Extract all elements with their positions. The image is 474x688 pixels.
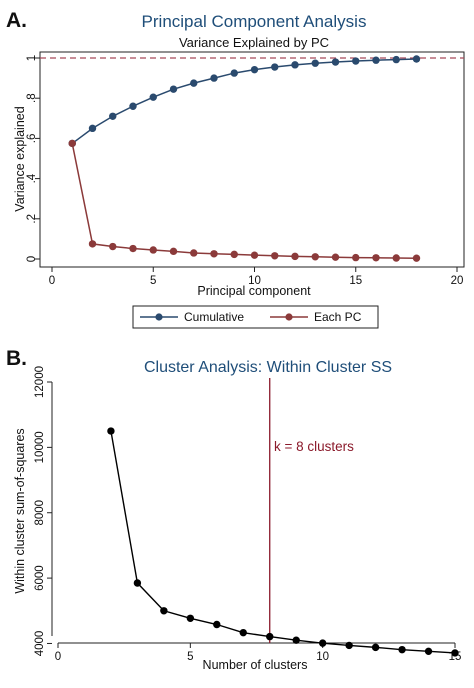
pca-x-tick-label: 20: [451, 275, 464, 287]
pca-chart-title: Principal Component Analysis: [142, 12, 367, 31]
pca-point-cumulative: [352, 57, 360, 65]
pca-point-cumulative: [331, 58, 340, 66]
pca-point-each-pc: [129, 244, 137, 253]
cluster-wss-point: [133, 579, 142, 587]
cluster-wss-point: [345, 641, 353, 650]
cluster-wss-point: [451, 649, 459, 657]
pca-point-cumulative: [311, 59, 319, 67]
pca-point-each-pc: [210, 250, 218, 258]
pca-point-each-pc: [271, 252, 279, 260]
pca-point-cumulative: [149, 93, 157, 101]
pca-point-each-pc: [88, 240, 97, 248]
legend-swatch-marker-cumulative: [155, 313, 163, 321]
pca-point-each-pc: [250, 251, 259, 259]
cluster-wss-line: [110, 430, 456, 654]
pca-y-tick-label: .2: [26, 214, 38, 224]
pca-y-tick-label: .4: [26, 173, 38, 183]
pca-point-each-pc: [68, 139, 76, 148]
pca-legend: Cumulative Each PC: [132, 305, 379, 329]
pca-point-cumulative: [271, 63, 279, 71]
pca-x-tick-label: 10: [248, 275, 261, 287]
cluster-y-tick-label: 10000: [34, 431, 46, 463]
cluster-k-annotation: k = 8 clusters: [274, 439, 354, 454]
pca-point-cumulative: [250, 65, 259, 74]
pca-point-each-pc: [311, 253, 319, 261]
pca-y-tick-label: .8: [26, 93, 38, 103]
pca-legend-box: [132, 305, 379, 329]
panel-a-pca-chart: A. Principal Component Analysis Variance…: [6, 9, 465, 329]
pca-point-cumulative: [372, 56, 380, 64]
panel-b-cluster-chart: B. Cluster Analysis: Within Cluster SS 4…: [6, 347, 461, 672]
pca-point-each-pc: [291, 252, 299, 261]
cluster-wss-point: [398, 645, 406, 654]
cluster-x-axis-label: Number of clusters: [203, 658, 308, 672]
pca-point-cumulative: [291, 61, 299, 69]
pca-point-cumulative: [210, 74, 218, 82]
pca-point-each-pc: [230, 250, 238, 259]
cluster-y-tick-label: 12000: [34, 366, 46, 398]
pca-point-cumulative: [230, 69, 238, 77]
cluster-wss-point: [292, 636, 300, 644]
pca-point-each-pc: [392, 254, 400, 262]
pca-point-cumulative: [88, 124, 97, 133]
cluster-x-tick-label: 10: [316, 651, 329, 663]
pca-point-each-pc: [372, 254, 380, 262]
cluster-wss-point: [213, 620, 221, 629]
pca-point-each-pc: [331, 253, 340, 261]
cluster-wss-point: [318, 639, 327, 647]
pca-y-tick-label: 0: [26, 256, 38, 262]
cluster-wss-point: [186, 614, 195, 622]
pca-plot-frame: [39, 51, 465, 268]
cluster-y-axis-label: Within cluster sum-of-squares: [13, 428, 27, 593]
cluster-x-tick-label: 0: [55, 651, 61, 663]
panel-a-letter: A.: [6, 9, 27, 32]
pca-point-cumulative: [190, 79, 198, 87]
panel-b-letter: B.: [6, 347, 27, 370]
pca-x-tick-label: 15: [349, 275, 362, 287]
cluster-wss-point: [371, 643, 380, 652]
cluster-wss-point: [107, 427, 115, 435]
cluster-wss-point: [160, 607, 168, 615]
cluster-series-points: [107, 427, 459, 657]
pca-x-tick-label: 0: [49, 275, 55, 287]
cluster-y-tick-label: 4000: [34, 631, 46, 657]
cluster-wss-point: [424, 647, 433, 656]
cluster-wss-point: [239, 628, 247, 637]
pca-point-cumulative: [109, 112, 117, 120]
pca-y-axis-label: Variance explained: [13, 106, 27, 211]
cluster-chart-title: Cluster Analysis: Within Cluster SS: [144, 359, 392, 376]
pca-point-each-pc: [169, 247, 178, 256]
pca-point-each-pc: [149, 246, 157, 254]
pca-point-cumulative: [412, 55, 421, 63]
cluster-wss-point: [266, 632, 274, 641]
cluster-y-tick-label: 6000: [34, 565, 46, 591]
pca-chart-subtitle: Variance Explained by PC: [179, 35, 329, 50]
pca-y-tick-label: 1: [26, 55, 38, 61]
pca-x-tick-label: 5: [150, 275, 156, 287]
legend-label-cumulative: Cumulative: [184, 310, 244, 324]
pca-x-axis-label: Principal component: [197, 284, 311, 298]
cluster-series-line: [110, 430, 456, 654]
pca-point-each-pc: [412, 254, 421, 262]
pca-point-cumulative: [129, 102, 137, 110]
pca-point-each-pc: [190, 249, 198, 257]
pca-point-each-pc: [109, 242, 117, 251]
legend-swatch-marker-each-pc: [285, 313, 293, 321]
legend-label-each-pc: Each PC: [314, 310, 362, 324]
pca-series-points: [68, 55, 421, 262]
pca-y-tick-label: .6: [26, 134, 38, 144]
pca-point-cumulative: [169, 85, 178, 93]
pca-axes: 0.2.4.6.810 5 10 15 20: [26, 51, 465, 287]
pca-point-each-pc: [352, 253, 360, 262]
cluster-y-tick-label: 8000: [34, 500, 46, 526]
pca-point-cumulative: [392, 55, 400, 64]
cluster-x-tick-label: 5: [187, 651, 193, 663]
